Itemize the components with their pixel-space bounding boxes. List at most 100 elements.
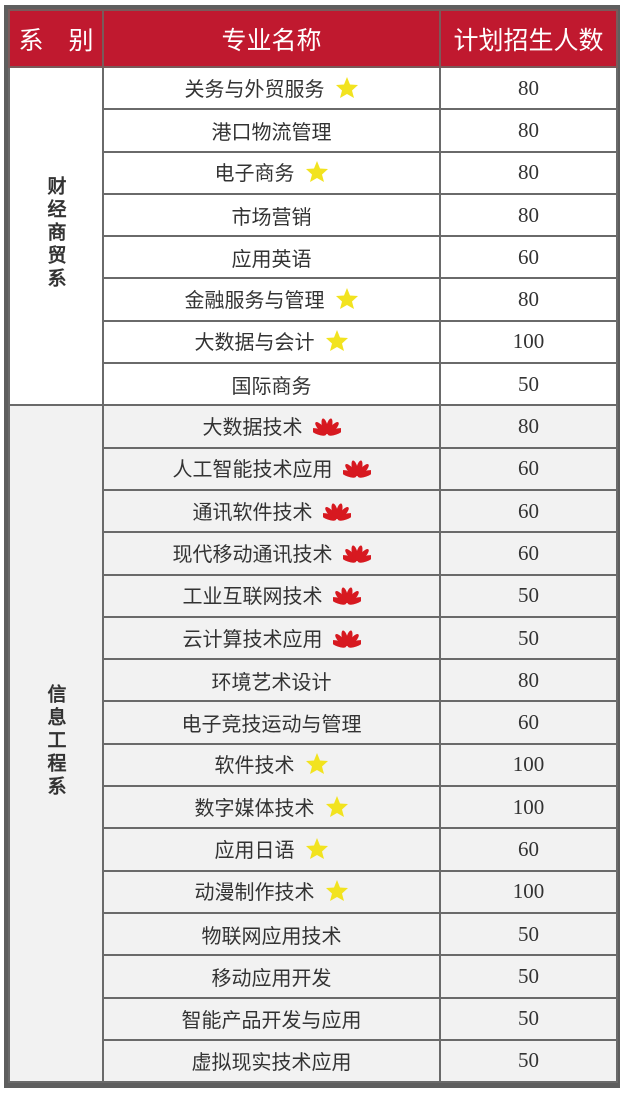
table-row: 环境艺术设计 80 (9, 658, 618, 703)
enrollment-table-frame: 系 别 专业名称 计划招生人数 财经商贸系 关务与外贸服务 80 港口物流管理 80 电子… (4, 5, 620, 1088)
major-cell: 电子商务 (102, 150, 441, 195)
table-row: 财经商贸系 关务与外贸服务 80 (8, 65, 618, 407)
major-cell: 环境艺术设计 (102, 658, 441, 703)
table-row: 通讯软件技术 60 (9, 488, 618, 534)
table-row: 港口物流管理 80 (9, 108, 618, 153)
count-cell: 50 (439, 615, 618, 661)
enrollment-table: 系 别 专业名称 计划招生人数 财经商贸系 关务与外贸服务 80 港口物流管理 80 电子… (8, 9, 618, 1084)
table-row: 软件技术 100 (9, 742, 618, 788)
major-name: 工业互联网技术 (182, 584, 323, 609)
major-name: 现代移动通讯技术 (172, 541, 333, 566)
major-cell: 现代移动通讯技术 (102, 531, 441, 576)
major-name: 应用日语 (214, 837, 295, 862)
star-icon (325, 795, 349, 823)
major-cell: 动漫制作技术 (102, 869, 441, 914)
major-name: 软件技术 (214, 753, 295, 778)
count-cell: 60 (439, 700, 618, 745)
major-cell: 应用英语 (102, 235, 441, 280)
major-cell: 关务与外贸服务 (102, 65, 441, 111)
header-row: 系 别 专业名称 计划招生人数 (8, 9, 618, 68)
major-name: 国际商务 (231, 373, 312, 398)
count-cell: 100 (439, 319, 618, 365)
huawei-logo-icon (320, 502, 353, 527)
major-cell: 电子竞技运动与管理 (102, 700, 441, 745)
major-cell: 应用日语 (102, 827, 441, 872)
major-name: 数字媒体技术 (194, 795, 315, 820)
major-name: 移动应用开发 (211, 965, 332, 990)
major-cell: 物联网应用技术 (102, 911, 441, 957)
star-icon (305, 160, 329, 188)
table-row: 人工智能技术应用 60 (9, 446, 618, 491)
header-plan: 计划招生人数 (439, 9, 618, 68)
major-cell: 数字媒体技术 (102, 785, 441, 830)
star-icon (305, 837, 329, 865)
huawei-logo-icon (340, 459, 373, 484)
major-name: 云计算技术应用 (182, 626, 323, 651)
huawei-logo-icon (340, 544, 373, 569)
table-row: 国际商务 50 (9, 362, 618, 407)
table-row: 应用英语 60 (9, 235, 618, 280)
major-name: 电子商务 (214, 161, 295, 186)
star-icon (325, 879, 349, 907)
table-row: 数字媒体技术 100 (9, 785, 618, 830)
major-cell: 人工智能技术应用 (102, 446, 441, 491)
table-row: 金融服务与管理 80 (9, 277, 618, 322)
table-row: 市场营销 80 (9, 192, 618, 238)
major-cell: 通讯软件技术 (102, 488, 441, 534)
table-row: 动漫制作技术 100 (9, 869, 618, 914)
table-row: 虚拟现实技术应用 50 (9, 1038, 618, 1084)
major-cell: 虚拟现实技术应用 (102, 1038, 441, 1084)
major-cell: 大数据技术 (102, 404, 441, 449)
major-cell: 智能产品开发与应用 (102, 996, 441, 1041)
table-row: 现代移动通讯技术 60 (9, 531, 618, 576)
header-major: 专业名称 (102, 9, 441, 68)
count-cell: 50 (439, 996, 618, 1041)
table-row: 应用日语 60 (9, 827, 618, 872)
major-cell: 国际商务 (102, 362, 441, 407)
table-row: 工业互联网技术 50 (9, 573, 618, 618)
major-cell: 市场营销 (102, 192, 441, 238)
table-row: 电子商务 80 (9, 150, 618, 195)
major-name: 智能产品开发与应用 (181, 1008, 362, 1033)
count-cell: 100 (439, 869, 618, 914)
count-cell: 80 (439, 150, 618, 195)
table-row: 移动应用开发 50 (9, 954, 618, 999)
count-cell: 60 (439, 235, 618, 280)
major-name: 应用英语 (231, 246, 312, 271)
major-name: 环境艺术设计 (211, 669, 332, 694)
count-cell: 80 (439, 658, 618, 703)
star-icon (325, 329, 349, 357)
table-row: 智能产品开发与应用 50 (9, 996, 618, 1041)
dept-name: 信息工程系 (44, 683, 67, 799)
major-cell: 移动应用开发 (102, 954, 441, 999)
dept-name: 财经商贸系 (44, 176, 67, 292)
major-cell: 软件技术 (102, 742, 441, 788)
table-row: 大数据与会计 100 (9, 319, 618, 365)
count-cell: 60 (439, 827, 618, 872)
table-row: 云计算技术应用 50 (9, 615, 618, 661)
count-cell: 50 (439, 954, 618, 999)
count-cell: 60 (439, 488, 618, 534)
count-cell: 50 (439, 573, 618, 618)
count-cell: 80 (439, 404, 618, 449)
major-name: 大数据与会计 (194, 330, 315, 355)
huawei-logo-icon (330, 629, 363, 654)
header-dept: 系 别 (8, 9, 104, 68)
count-cell: 50 (439, 1038, 618, 1084)
count-cell: 80 (439, 192, 618, 238)
count-cell: 60 (439, 531, 618, 576)
dept-cell: 信息工程系 (8, 404, 104, 1084)
star-icon (335, 287, 359, 315)
star-icon (305, 752, 329, 780)
major-cell: 云计算技术应用 (102, 615, 441, 661)
count-cell: 80 (439, 277, 618, 322)
count-cell: 60 (439, 446, 618, 491)
star-icon (335, 76, 359, 104)
major-cell: 港口物流管理 (102, 108, 441, 153)
major-name: 人工智能技术应用 (172, 457, 333, 482)
major-name: 大数据技术 (202, 415, 303, 440)
table-row: 信息工程系 大数据技术 80 (8, 404, 618, 1084)
major-name: 动漫制作技术 (194, 880, 315, 905)
count-cell: 80 (439, 65, 618, 111)
count-cell: 50 (439, 362, 618, 407)
